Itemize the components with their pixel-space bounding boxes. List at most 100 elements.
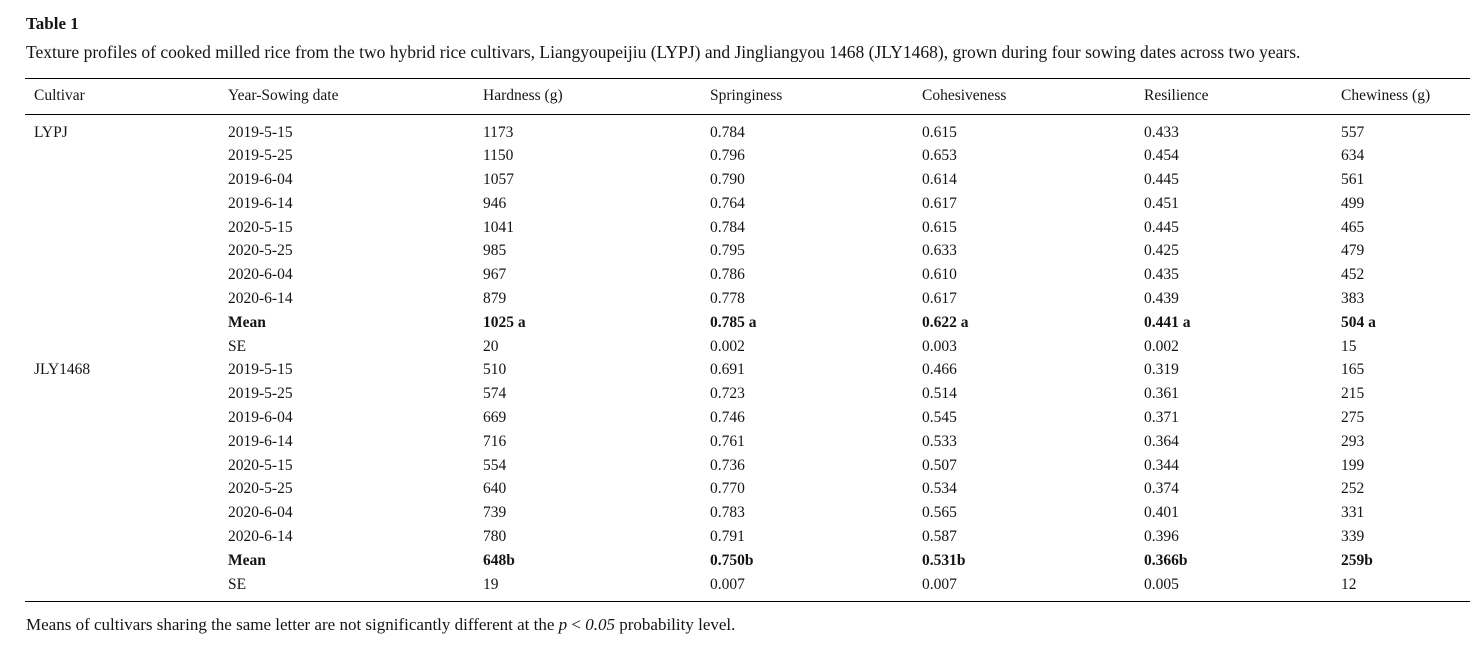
cell-springiness: 0.785 a	[710, 313, 757, 331]
data-table: Cultivar Year-Sowing date Hardness (g) S…	[25, 77, 1470, 603]
cell-springiness: 0.796	[710, 147, 745, 165]
cell-chewiness: 634	[1341, 147, 1365, 165]
cell-date: 2019-5-15	[228, 123, 293, 141]
cell-cultivar	[25, 454, 219, 478]
cell-resilience: 0.319	[1144, 361, 1179, 379]
cell-cohesiveness: 0.633	[922, 242, 957, 260]
cell-cultivar	[25, 501, 219, 525]
cell-date: 2020-6-04	[228, 504, 293, 522]
cell-hardness: 716	[483, 432, 507, 450]
cell-cohesiveness: 0.514	[922, 385, 957, 403]
cell-chewiness: 15	[1341, 337, 1357, 355]
cell-springiness: 0.750b	[710, 551, 754, 569]
table-row: JLY1468 2019-5-15 510 0.691 0.466 0.319 165	[25, 358, 1470, 382]
cell-chewiness: 452	[1341, 266, 1365, 284]
cell-resilience: 0.425	[1144, 242, 1179, 260]
cell-date: 2020-5-15	[228, 456, 293, 474]
cell-date: 2020-5-15	[228, 218, 293, 236]
cell-resilience: 0.441 a	[1144, 313, 1191, 331]
cell-cultivar	[25, 216, 219, 240]
cell-chewiness: 215	[1341, 385, 1365, 403]
cell-date: 2019-6-14	[228, 432, 293, 450]
column-header-cultivar: Cultivar	[25, 77, 219, 115]
cell-chewiness: 557	[1341, 123, 1365, 141]
cell-chewiness: 383	[1341, 290, 1365, 308]
column-header-chewiness: Chewiness (g)	[1332, 77, 1470, 115]
cell-hardness: 510	[483, 361, 507, 379]
cell-hardness: 946	[483, 194, 507, 212]
cell-cultivar	[25, 477, 219, 501]
cell-chewiness: 275	[1341, 409, 1365, 427]
cell-date: 2020-5-25	[228, 242, 293, 260]
cell-cultivar	[25, 525, 219, 549]
cell-hardness: 780	[483, 528, 507, 546]
cell-cohesiveness: 0.622 a	[922, 313, 969, 331]
cell-hardness: 1173	[483, 123, 514, 141]
cell-resilience: 0.396	[1144, 528, 1179, 546]
cell-springiness: 0.791	[710, 528, 745, 546]
cell-cultivar	[25, 239, 219, 263]
cell-date: Mean	[228, 313, 266, 331]
table-row: 2020-5-15 1041 0.784 0.615 0.445 465	[25, 216, 1470, 240]
column-header-springiness: Springiness	[701, 77, 913, 115]
cell-cultivar	[25, 406, 219, 430]
cell-date: 2019-5-25	[228, 147, 293, 165]
cell-resilience: 0.445	[1144, 171, 1179, 189]
cell-springiness: 0.746	[710, 409, 745, 427]
cell-springiness: 0.736	[710, 456, 745, 474]
cell-hardness: 1041	[483, 218, 514, 236]
cell-resilience: 0.445	[1144, 218, 1179, 236]
table-row: 2020-6-04 739 0.783 0.565 0.401 331	[25, 501, 1470, 525]
footnote-suffix: probability level.	[615, 615, 736, 635]
cell-hardness: 985	[483, 242, 507, 260]
cell-cohesiveness: 0.507	[922, 456, 957, 474]
cell-chewiness: 499	[1341, 194, 1365, 212]
cell-cohesiveness: 0.615	[922, 218, 957, 236]
table-row: 2019-6-04 669 0.746 0.545 0.371 275	[25, 406, 1470, 430]
table-body: LYPJ 2019-5-15 1173 0.784 0.615 0.433 557 2019-…	[25, 114, 1470, 602]
cell-resilience: 0.451	[1144, 194, 1179, 212]
cell-resilience: 0.366b	[1144, 551, 1188, 569]
cell-springiness: 0.761	[710, 432, 745, 450]
cell-chewiness: 252	[1341, 480, 1365, 498]
table-caption: Texture profiles of cooked milled rice f…	[26, 42, 1301, 62]
cell-resilience: 0.361	[1144, 385, 1179, 403]
cell-cohesiveness: 0.565	[922, 504, 957, 522]
cell-cohesiveness: 0.007	[922, 575, 957, 593]
cell-cohesiveness: 0.653	[922, 147, 957, 165]
footnote-text: Means of cultivars sharing the same lett…	[26, 615, 559, 635]
cell-hardness: 19	[483, 575, 499, 593]
cell-cultivar	[25, 573, 219, 602]
cell-date: 2020-6-04	[228, 266, 293, 284]
cell-springiness: 0.770	[710, 480, 745, 498]
table-row: Mean 1025 a 0.785 a 0.622 a 0.441 a 504 a	[25, 311, 1470, 335]
cell-cohesiveness: 0.545	[922, 409, 957, 427]
cell-date: 2019-6-04	[228, 409, 293, 427]
cell-cultivar	[25, 311, 219, 335]
cell-hardness: 1057	[483, 171, 514, 189]
table-row: SE 19 0.007 0.007 0.005 12	[25, 573, 1470, 602]
cell-springiness: 0.795	[710, 242, 745, 260]
cell-chewiness: 504 a	[1341, 313, 1376, 331]
cell-springiness: 0.723	[710, 385, 745, 403]
cell-springiness: 0.784	[710, 218, 745, 236]
cell-cultivar	[25, 335, 219, 359]
table-row: 2020-6-04 967 0.786 0.610 0.435 452	[25, 263, 1470, 287]
cell-cohesiveness: 0.533	[922, 432, 957, 450]
footnote-alpha-value: 0.05	[585, 615, 615, 635]
cell-date: SE	[228, 337, 247, 355]
cell-chewiness: 465	[1341, 218, 1365, 236]
table-footnote: Means of cultivars sharing the same lett…	[26, 613, 1470, 637]
cell-chewiness: 199	[1341, 456, 1365, 474]
table-row: 2019-6-14 946 0.764 0.617 0.451 499	[25, 192, 1470, 216]
cell-chewiness: 339	[1341, 528, 1365, 546]
cell-chewiness: 259b	[1341, 551, 1373, 569]
cell-resilience: 0.002	[1144, 337, 1179, 355]
cell-hardness: 739	[483, 504, 507, 522]
cell-hardness: 879	[483, 290, 507, 308]
cell-cohesiveness: 0.617	[922, 194, 957, 212]
table-row: 2020-5-15 554 0.736 0.507 0.344 199	[25, 454, 1470, 478]
cell-cohesiveness: 0.587	[922, 528, 957, 546]
cell-date: SE	[228, 575, 247, 593]
header-row: Cultivar Year-Sowing date Hardness (g) S…	[25, 77, 1470, 115]
